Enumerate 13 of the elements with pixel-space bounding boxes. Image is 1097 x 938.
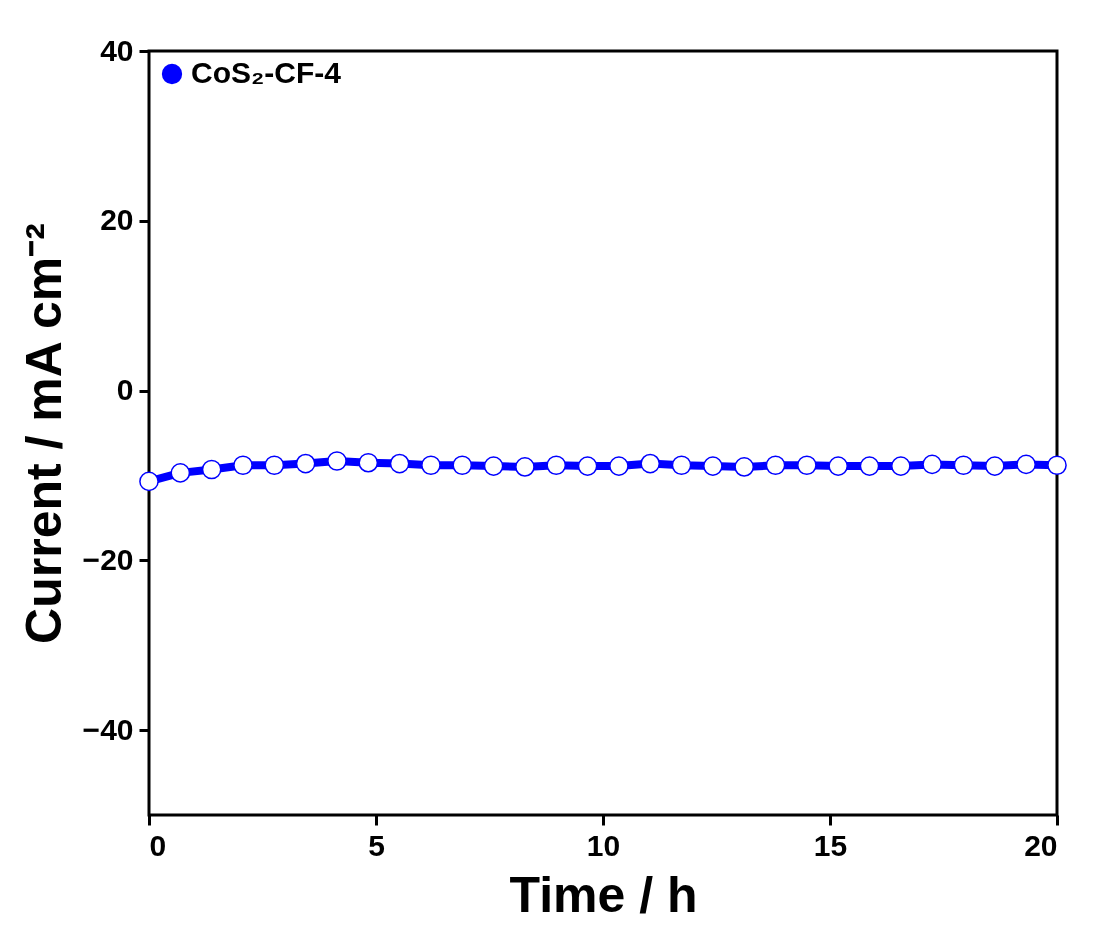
x-axis-title: Time / h [509, 866, 698, 923]
y-axis-title: Current / mA cm⁻² [15, 223, 72, 644]
y-tick-label: 20 [100, 203, 134, 237]
x-tick-label: 5 [368, 828, 385, 862]
x-tick-label: 20 [1024, 828, 1058, 862]
y-tick-label: −20 [82, 542, 134, 576]
x-tick-label: 0 [149, 828, 167, 862]
legend-label: CoS₂-CF-4 [191, 56, 342, 89]
y-tick-label: −40 [82, 712, 134, 746]
y-tick-label: 40 [100, 33, 134, 67]
y-tick-label: 0 [116, 373, 134, 407]
x-tick-label: 10 [586, 828, 621, 862]
x-tick-label: 15 [813, 828, 848, 862]
